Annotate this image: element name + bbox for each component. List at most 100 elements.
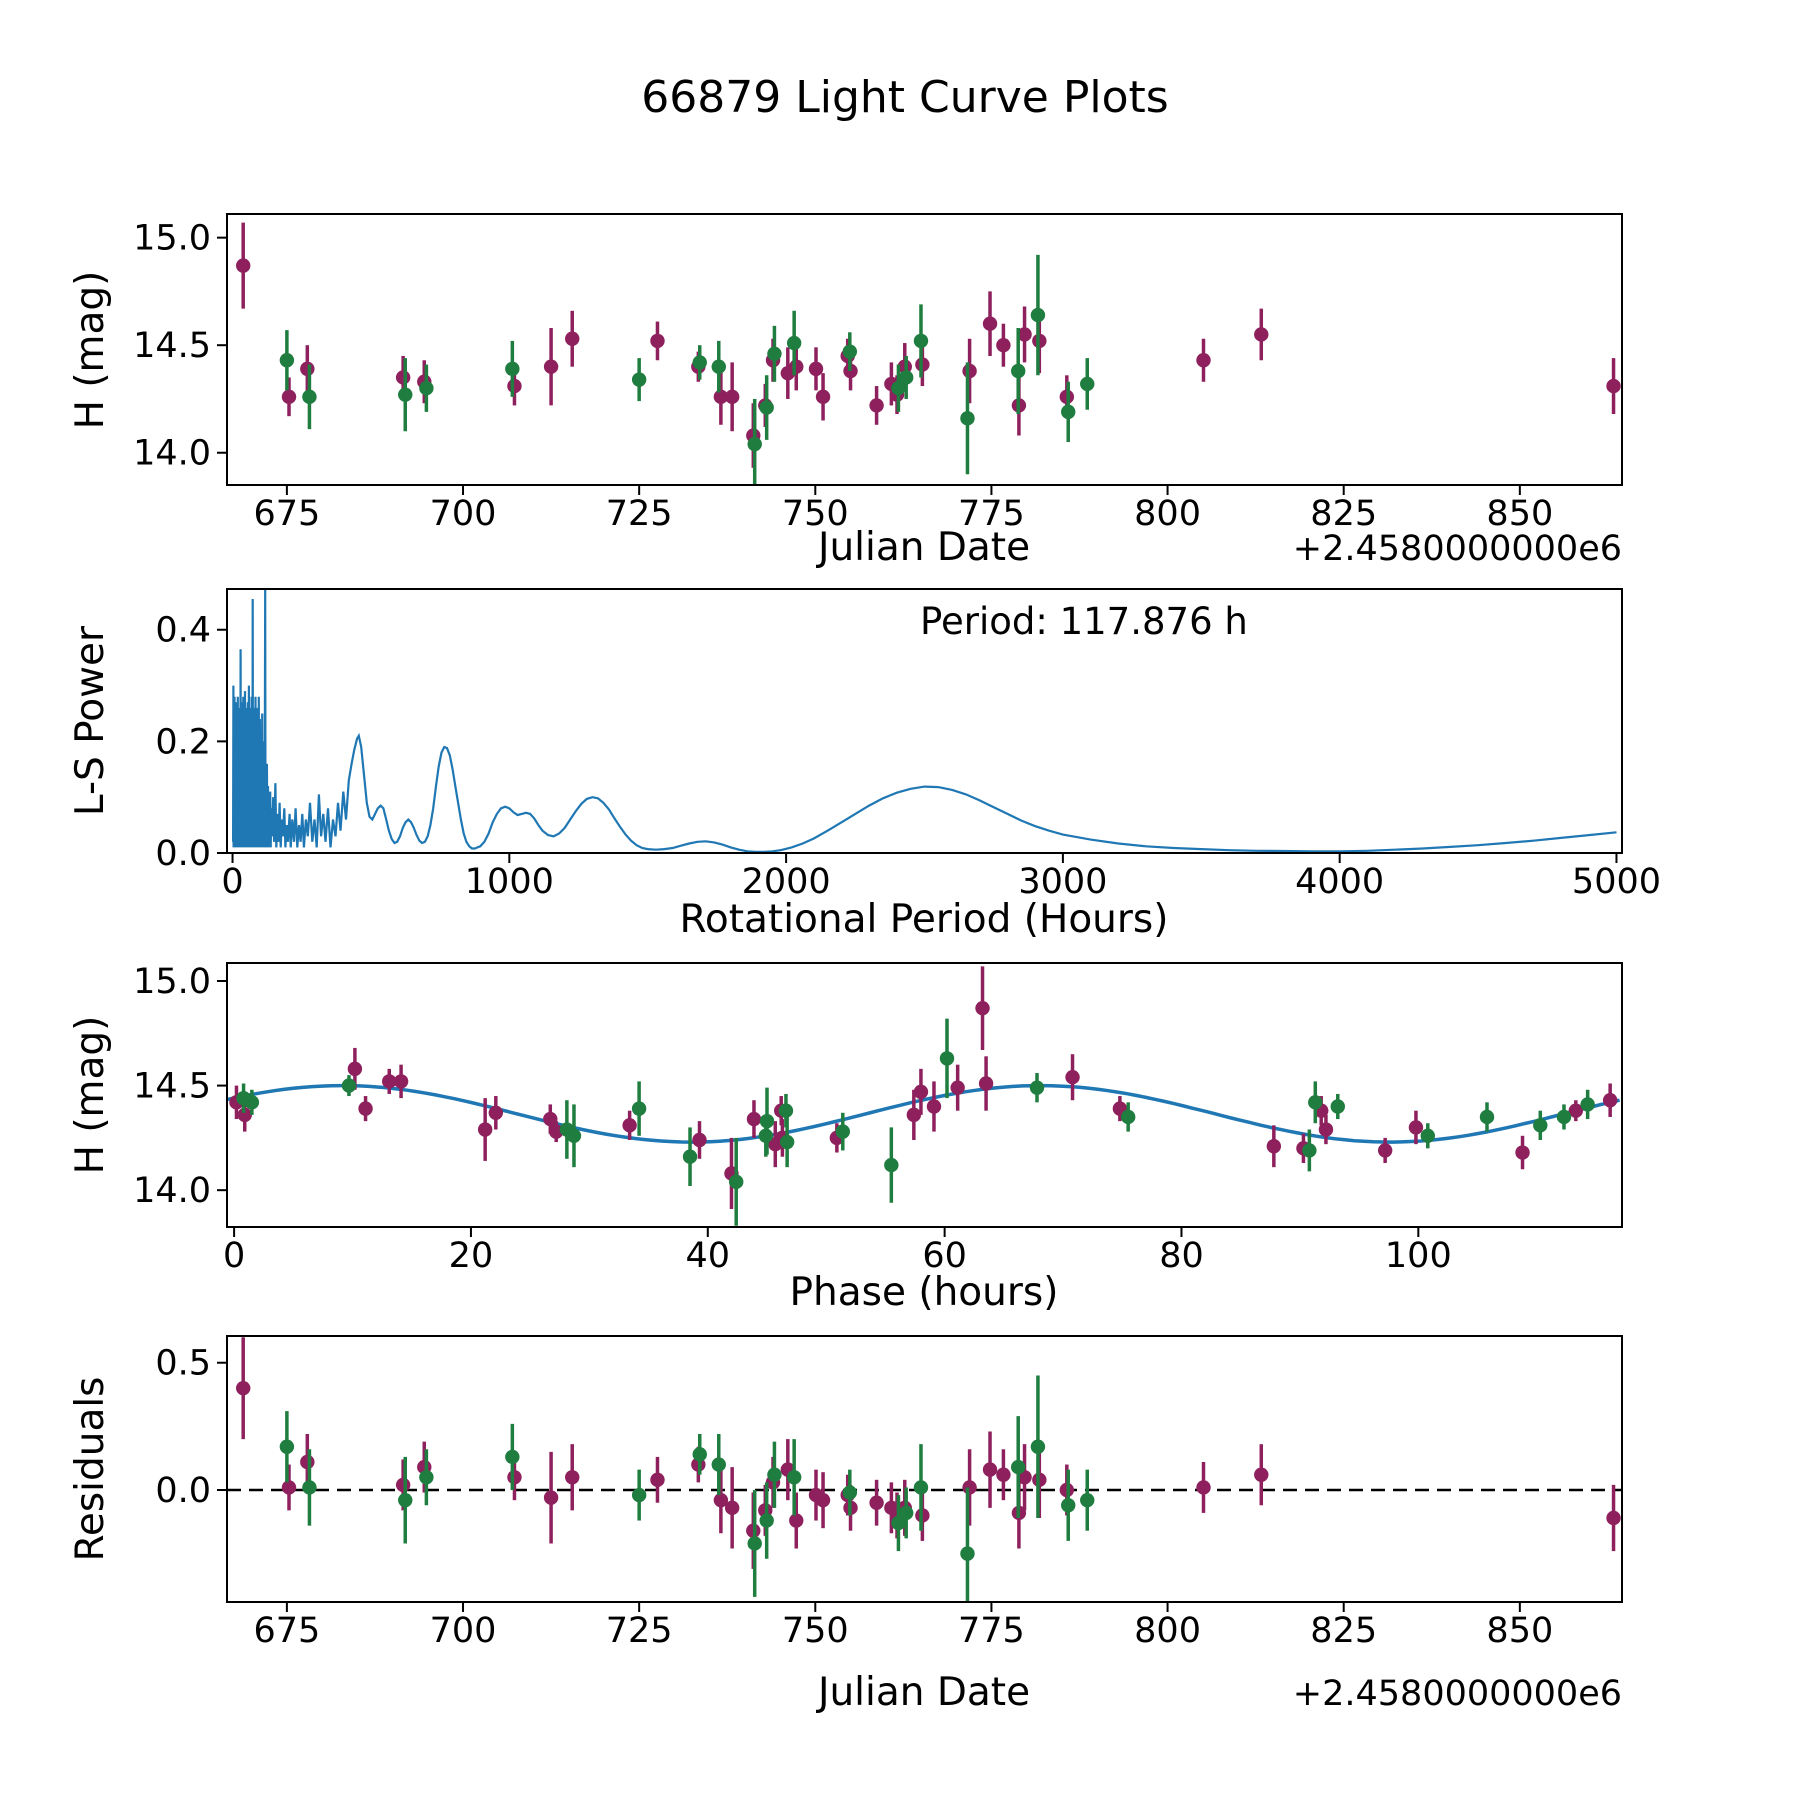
data-point [713, 1492, 729, 1508]
x-tick-label: 675 [253, 1611, 320, 1651]
x-tick-label: 700 [430, 494, 497, 534]
data-point [808, 361, 824, 377]
data-point [631, 1487, 647, 1503]
jd-xaxis-label: Julian Date [815, 525, 1030, 570]
series-observations-crimson [236, 222, 1621, 468]
data-point [789, 1513, 804, 1528]
data-point [786, 1470, 802, 1485]
data-point [543, 1490, 559, 1505]
data-point [711, 359, 726, 374]
x-tick-label: 825 [1310, 1611, 1377, 1651]
data-point [996, 337, 1011, 353]
data-point [566, 1128, 582, 1143]
panel-phase-curve: 0 20 40 60 80 100 14.0 14.5 15.0 [133, 962, 1623, 1276]
x-tick-label: 0 [221, 862, 243, 902]
data-point [347, 1061, 363, 1077]
x-tick-label: 2000 [742, 862, 831, 902]
data-point [884, 1157, 899, 1173]
data-point [1120, 1109, 1136, 1125]
data-point [962, 1480, 977, 1495]
x-tick-label: 800 [1134, 1611, 1201, 1651]
phase-yaxis-label: H (mag) [68, 1016, 113, 1175]
data-point [1196, 353, 1211, 368]
axes-spines [226, 213, 1623, 486]
data-point [488, 1105, 504, 1120]
data-point [759, 1513, 774, 1528]
data-point [1065, 1070, 1080, 1085]
data-point [507, 1470, 522, 1485]
data-point [1533, 1118, 1548, 1133]
panel-jd-lightcurve: 675 700 725 750 775 800 825 850 14.0 14.5 15.0 [133, 213, 1623, 534]
data-point [281, 389, 297, 405]
data-point [302, 389, 317, 405]
y-tick-label: 15.0 [133, 219, 211, 259]
x-tick-label: 750 [782, 494, 849, 534]
x-tick-label: 850 [1486, 494, 1553, 534]
phase-xaxis-label: Phase (hours) [790, 1270, 1059, 1315]
x-tick-label: 675 [253, 494, 320, 534]
data-point [1606, 1510, 1621, 1526]
y-tick-label: 14.5 [133, 1067, 211, 1107]
x-tick-label: 750 [782, 1611, 849, 1651]
data-point [962, 363, 977, 379]
data-point [729, 1174, 744, 1190]
data-point [926, 1099, 942, 1114]
data-point [1420, 1128, 1435, 1143]
x-tick-label: 775 [958, 494, 1025, 534]
data-point [778, 1103, 794, 1118]
data-point [393, 1074, 409, 1089]
y-tick-label: 14.0 [133, 434, 211, 474]
x-tick-label: 700 [430, 1611, 497, 1651]
data-point [906, 1107, 922, 1123]
data-point [835, 1124, 850, 1139]
data-point [692, 1447, 707, 1462]
y-tick-label: 0.4 [155, 611, 211, 651]
data-point [939, 1051, 955, 1066]
jd-axis-offset: +2.4580000000e6 [1293, 529, 1622, 569]
data-point [419, 381, 434, 396]
data-point [891, 381, 906, 396]
data-point [891, 1515, 906, 1531]
data-point [244, 1095, 260, 1110]
data-point [789, 359, 804, 374]
data-point [692, 355, 707, 370]
data-point [505, 361, 520, 377]
data-point [382, 1074, 397, 1089]
panel-periodogram: 0 1000 2000 3000 4000 5000 0.0 0.2 0.4 [155, 588, 1661, 902]
data-point [1061, 1498, 1076, 1513]
axes-spines [226, 962, 1623, 1228]
series-phased-green [236, 1018, 1595, 1226]
data-point [1080, 1492, 1095, 1508]
data-point [767, 346, 782, 362]
data-point [279, 353, 295, 368]
figure-title: 66879 Light Curve Plots [641, 72, 1168, 123]
x-tick-label: 60 [922, 1236, 967, 1276]
series-phased-crimson [229, 966, 1618, 1210]
jd-yaxis-label: H (mag) [68, 271, 113, 430]
data-point [1029, 1080, 1045, 1095]
data-point [1011, 1459, 1026, 1475]
data-point [1580, 1097, 1595, 1112]
data-point [1254, 327, 1269, 342]
data-point [842, 344, 858, 359]
data-point [281, 1480, 297, 1495]
data-point [565, 331, 580, 346]
periodogram-plot-area [232, 589, 1617, 853]
data-point [543, 1111, 558, 1127]
data-point [786, 335, 802, 351]
data-point [747, 436, 762, 452]
data-point [975, 1000, 990, 1016]
series-residuals-green [279, 1375, 1095, 1602]
data-point [1515, 1145, 1530, 1160]
data-point [815, 389, 831, 405]
y-tick-label: 0.0 [155, 1471, 211, 1511]
y-tick-label: 14.5 [133, 326, 211, 366]
data-point [543, 359, 559, 374]
data-point [1408, 1120, 1424, 1135]
x-tick-label: 725 [606, 1611, 673, 1651]
data-point [302, 1480, 317, 1495]
data-point [842, 1485, 858, 1500]
data-point [631, 372, 647, 387]
data-point [1568, 1103, 1584, 1118]
